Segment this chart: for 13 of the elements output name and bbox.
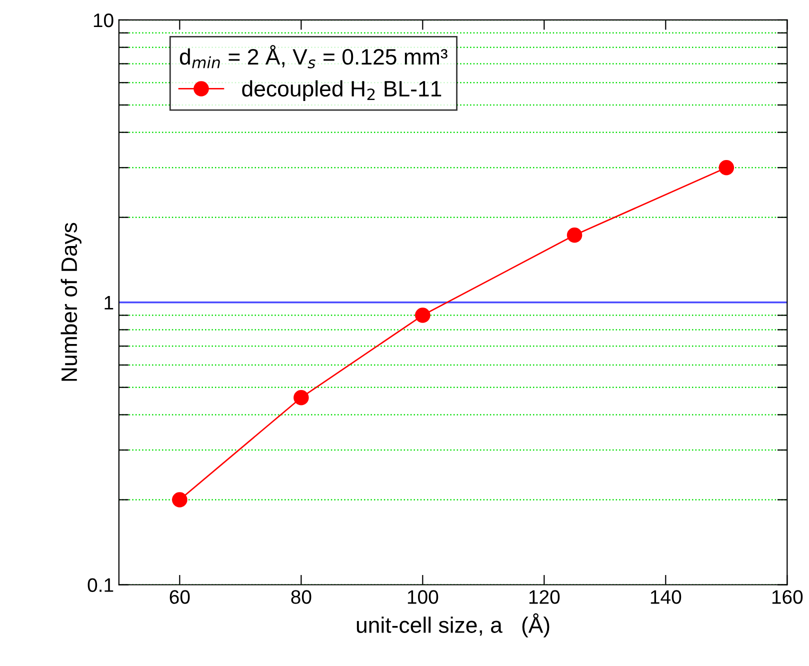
- x-tick-label: 140: [650, 590, 682, 604]
- x-tick-label: 120: [529, 590, 560, 604]
- x-tick-label: 60: [170, 590, 190, 604]
- y-axis-title: Number of Days: [60, 222, 82, 381]
- x-tick-label: 160: [772, 590, 803, 604]
- legend-title: d$_{min}$ = 2 Å, V$_{s}$ = 0.125 mm³: [180, 45, 448, 68]
- x-axis-title: unit-cell size, a (Å): [356, 613, 550, 638]
- x-tick-label: 80: [291, 590, 312, 604]
- y-tick-label: 1: [104, 296, 114, 310]
- x-tick-label: 100: [408, 590, 438, 604]
- y-tick-label: 0.1: [88, 578, 114, 592]
- y-tick-label: 10: [94, 13, 114, 28]
- legend-label: decoupled H$_{2}$ BL-11: [242, 80, 442, 102]
